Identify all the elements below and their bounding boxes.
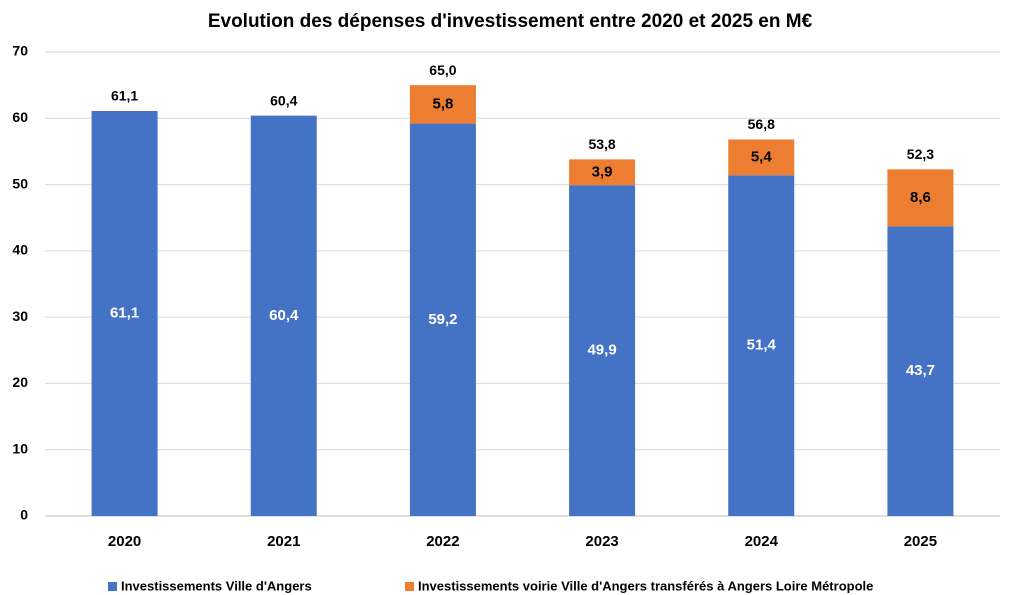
y-tick-label: 60 — [12, 109, 28, 125]
y-tick-label: 10 — [12, 440, 28, 456]
total-label: 56,8 — [748, 116, 775, 132]
total-label: 53,8 — [588, 136, 615, 152]
bar-segment — [250, 115, 317, 517]
y-tick-label: 40 — [12, 242, 28, 258]
total-label: 60,4 — [270, 92, 297, 108]
y-tick-label: 20 — [12, 374, 28, 390]
bar-segment — [728, 139, 795, 176]
value-label: 61,1 — [110, 304, 139, 321]
value-label: 5,8 — [432, 95, 453, 112]
total-label: 65,0 — [429, 62, 456, 78]
legend-label: Investissements Ville d'Angers — [121, 578, 312, 593]
bar-segment — [409, 85, 476, 124]
value-label: 3,9 — [592, 163, 613, 180]
value-label: 60,4 — [269, 307, 299, 324]
x-tick-label: 2022 — [426, 533, 459, 550]
bar-segment — [409, 123, 476, 517]
x-tick-label: 2024 — [745, 533, 779, 550]
value-label: 43,7 — [906, 362, 935, 379]
y-tick-label: 70 — [12, 43, 28, 59]
x-tick-label: 2021 — [267, 533, 300, 550]
value-label: 8,6 — [910, 189, 931, 206]
x-tick-label: 2023 — [585, 533, 618, 550]
x-tick-label: 2025 — [904, 533, 937, 550]
legend-swatch — [405, 582, 414, 591]
bar-segment — [887, 226, 954, 516]
total-label: 61,1 — [111, 88, 138, 104]
value-label: 49,9 — [587, 342, 616, 359]
bar-segment — [728, 175, 795, 516]
chart-title: Evolution des dépenses d'investissement … — [208, 11, 813, 32]
y-tick-label: 50 — [12, 175, 28, 191]
bar-segment — [91, 110, 158, 516]
total-label: 52,3 — [907, 146, 934, 162]
y-tick-label: 0 — [20, 507, 28, 523]
value-label: 59,2 — [428, 311, 457, 328]
legend-swatch — [108, 582, 117, 591]
y-tick-label: 30 — [12, 308, 28, 324]
x-tick-label: 2020 — [108, 533, 141, 550]
legend-label: Investissements voirie Ville d'Angers tr… — [418, 578, 873, 593]
value-label: 51,4 — [747, 337, 777, 354]
bar-segment — [887, 169, 954, 227]
bar-segment — [569, 159, 636, 186]
bar-segment — [569, 185, 636, 516]
value-label: 5,4 — [751, 148, 773, 165]
